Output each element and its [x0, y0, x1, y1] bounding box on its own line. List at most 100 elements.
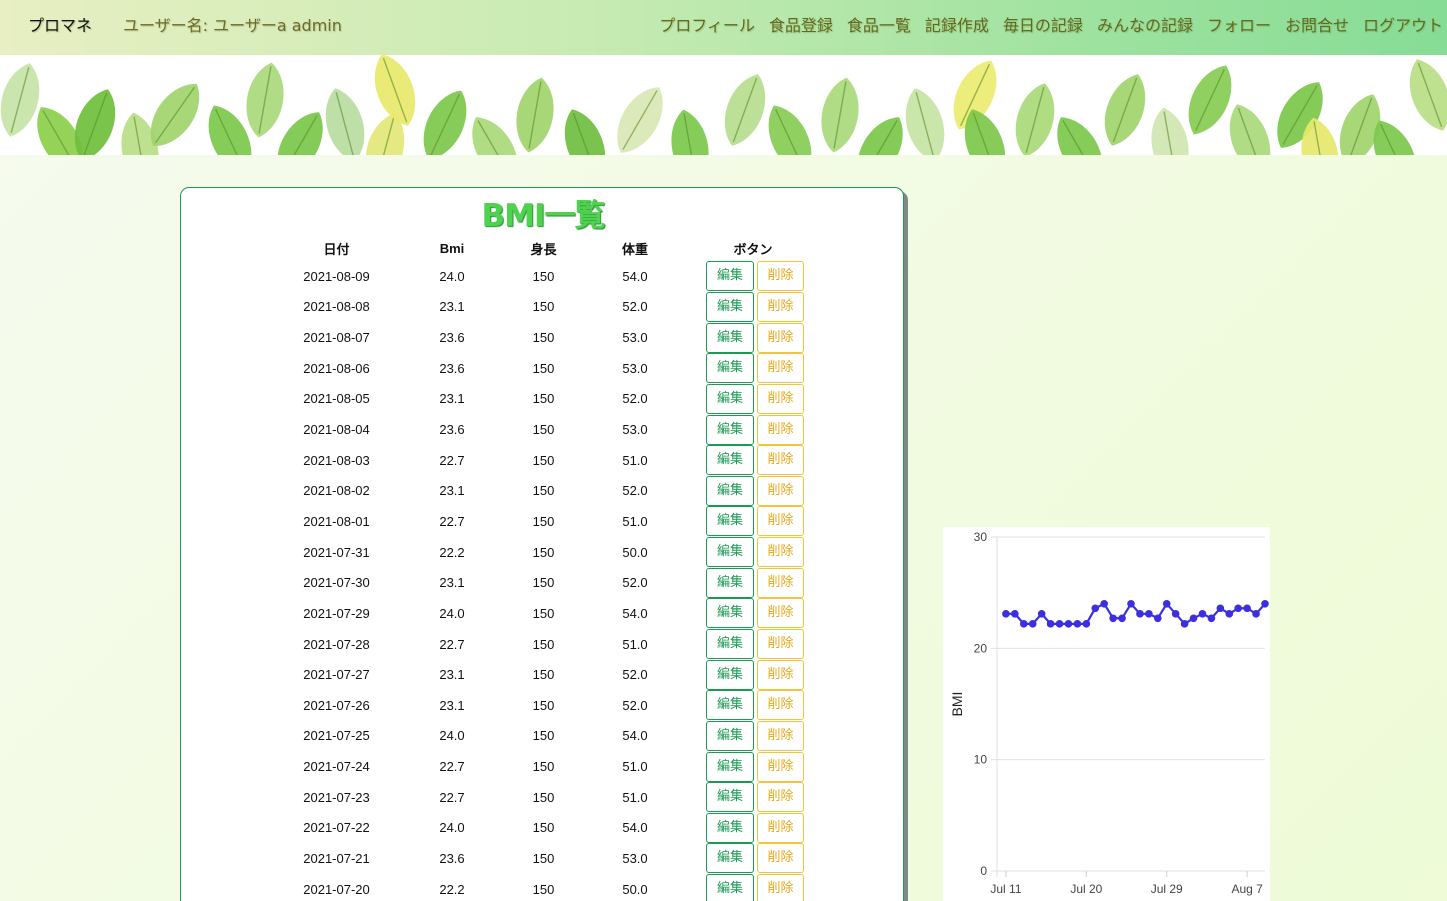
nav-food-register-link[interactable]: 食品登録 [768, 16, 833, 35]
delete-button[interactable]: 削除 [757, 261, 804, 292]
table-row: 2021-08-02 23.1 150 52.0 編集 削除 [288, 475, 804, 506]
cell-bmi: 23.1 [439, 575, 465, 591]
bmi-data-point [1154, 614, 1162, 623]
bmi-data-point [1109, 614, 1117, 623]
delete-button[interactable]: 削除 [757, 812, 804, 843]
cell-weight: 50.0 [622, 544, 648, 560]
cell-weight: 51.0 [622, 789, 648, 805]
delete-button[interactable]: 削除 [757, 537, 804, 568]
table-row: 2021-07-25 24.0 150 54.0 編集 削除 [288, 720, 804, 752]
cell-buttons: 編集 削除 [702, 629, 804, 660]
delete-button[interactable]: 削除 [757, 720, 804, 751]
edit-button[interactable]: 編集 [706, 659, 754, 690]
y-tick-label: 20 [974, 641, 988, 655]
delete-button[interactable]: 削除 [757, 598, 804, 629]
cell-height: 150 [532, 881, 555, 897]
cell-buttons: 編集 削除 [702, 291, 804, 323]
edit-button[interactable]: 編集 [706, 874, 754, 901]
cell-date: 2021-07-20 [303, 881, 370, 897]
delete-button[interactable]: 削除 [757, 322, 804, 353]
cell-buttons: 編集 削除 [702, 843, 804, 874]
cell-weight: 52.0 [622, 575, 648, 591]
edit-button[interactable]: 編集 [706, 812, 754, 843]
y-tick-label: 30 [974, 530, 988, 544]
table-row: 2021-07-21 23.6 150 53.0 編集 削除 [288, 843, 804, 874]
delete-button[interactable]: 削除 [757, 659, 804, 690]
nav-create-record-link[interactable]: 記録作成 [924, 16, 989, 35]
cell-bmi: 22.2 [439, 544, 465, 560]
edit-button[interactable]: 編集 [706, 475, 754, 506]
edit-button[interactable]: 編集 [706, 353, 754, 384]
delete-button[interactable]: 削除 [757, 291, 804, 322]
leaf-decoration-image [0, 55, 1447, 155]
delete-button[interactable]: 削除 [757, 567, 804, 598]
cell-date: 2021-07-22 [303, 820, 370, 836]
table-row: 2021-08-03 22.7 150 51.0 編集 削除 [288, 445, 804, 476]
edit-button[interactable]: 編集 [706, 690, 754, 721]
edit-button[interactable]: 編集 [706, 322, 754, 353]
delete-button[interactable]: 削除 [757, 475, 804, 506]
delete-button[interactable]: 削除 [757, 843, 804, 874]
delete-button[interactable]: 削除 [757, 445, 804, 476]
delete-button[interactable]: 削除 [757, 353, 804, 384]
edit-button[interactable]: 編集 [706, 782, 754, 813]
nav-food-list-link[interactable]: 食品一覧 [846, 16, 911, 35]
edit-button[interactable]: 編集 [706, 598, 754, 629]
edit-button[interactable]: 編集 [706, 629, 754, 659]
cell-date: 2021-08-09 [303, 268, 370, 284]
bmi-data-point [1243, 604, 1251, 613]
edit-button[interactable]: 編集 [706, 414, 754, 445]
delete-button[interactable]: 削除 [757, 383, 804, 414]
edit-button[interactable]: 編集 [706, 261, 754, 292]
cell-buttons: 編集 削除 [702, 690, 804, 721]
nav-profile-link[interactable]: プロフィール [659, 16, 755, 35]
edit-button[interactable]: 編集 [706, 720, 754, 751]
cell-bmi: 23.6 [439, 360, 465, 376]
nav-contact-link[interactable]: お問合せ [1284, 16, 1349, 35]
cell-weight: 53.0 [622, 850, 648, 866]
cell-buttons: 編集 削除 [702, 322, 804, 353]
y-tick-label: 0 [980, 864, 987, 878]
nav-everyone-record-link[interactable]: みんなの記録 [1096, 16, 1193, 35]
cell-buttons: 編集 削除 [702, 261, 804, 292]
cell-date: 2021-07-21 [303, 850, 370, 866]
cell-bmi: 22.7 [439, 636, 465, 652]
edit-button[interactable]: 編集 [706, 383, 754, 414]
bmi-data-point [1162, 600, 1171, 608]
brand-link[interactable]: プロマネ [28, 16, 93, 35]
bmi-data-point [1064, 620, 1073, 628]
x-tick-label: Aug 7 [1231, 882, 1263, 896]
delete-button[interactable]: 削除 [757, 874, 804, 901]
cell-buttons: 編集 削除 [702, 383, 804, 415]
delete-button[interactable]: 削除 [757, 751, 804, 782]
edit-button[interactable]: 編集 [706, 843, 754, 874]
header-bmi: Bmi [439, 241, 465, 256]
cell-date: 2021-08-08 [303, 299, 370, 315]
bmi-line-chart: 0 10 20 30 Jul 11 Jul 20 Jul 29 Aug 7 BMI [949, 530, 1269, 896]
delete-button[interactable]: 削除 [757, 506, 804, 537]
page-title: BMI一覧 [481, 198, 605, 234]
nav-follow-link[interactable]: フォロー [1206, 16, 1271, 35]
cell-height: 150 [532, 268, 555, 284]
delete-button[interactable]: 削除 [757, 414, 804, 445]
delete-button[interactable]: 削除 [757, 690, 804, 721]
cell-height: 150 [532, 605, 555, 621]
edit-button[interactable]: 編集 [706, 537, 754, 568]
cell-weight: 53.0 [622, 360, 648, 376]
bmi-data-point [1171, 610, 1180, 618]
edit-button[interactable]: 編集 [706, 445, 754, 476]
delete-button[interactable]: 削除 [757, 782, 804, 813]
nav-logout-link[interactable]: ログアウト [1362, 16, 1443, 35]
nav-daily-record-link[interactable]: 毎日の記録 [1002, 16, 1083, 35]
bmi-data-point [1011, 610, 1019, 618]
cell-bmi: 23.1 [439, 299, 465, 315]
cell-buttons: 編集 削除 [702, 445, 804, 476]
cell-bmi: 22.7 [439, 452, 465, 468]
edit-button[interactable]: 編集 [706, 291, 754, 322]
edit-button[interactable]: 編集 [706, 751, 754, 782]
edit-button[interactable]: 編集 [706, 567, 754, 598]
delete-button[interactable]: 削除 [757, 629, 804, 659]
username-value: ユーザーa admin [213, 16, 342, 35]
edit-button[interactable]: 編集 [706, 506, 754, 537]
bmi-data-point [1046, 620, 1055, 628]
